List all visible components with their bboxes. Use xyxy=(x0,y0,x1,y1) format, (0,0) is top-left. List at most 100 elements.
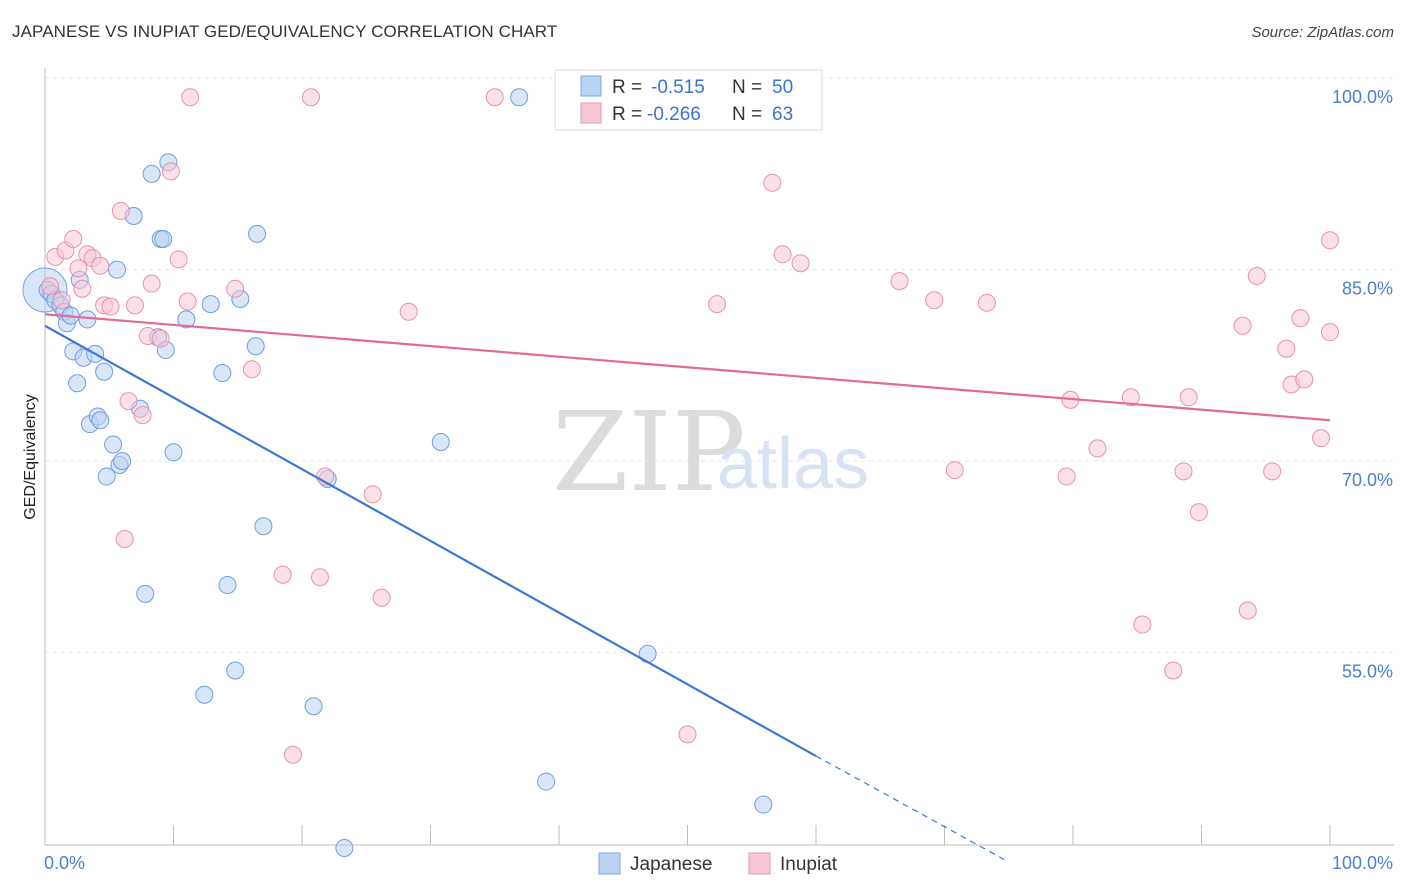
point-japanese xyxy=(142,164,161,183)
point-inupiat xyxy=(1295,370,1314,389)
watermark-atlas: atlas xyxy=(717,424,869,504)
point-inupiat xyxy=(763,173,782,192)
y-axis-label: GED/Equivalency xyxy=(22,394,39,519)
point-inupiat xyxy=(64,229,83,248)
trend-line-extension-japanese xyxy=(815,755,1010,863)
point-japanese xyxy=(213,364,232,383)
stats-n-label-japanese: N = xyxy=(732,77,762,98)
point-inupiat xyxy=(41,277,60,296)
point-japanese xyxy=(246,337,265,356)
x-tick-label-min: 0.0% xyxy=(44,853,85,873)
point-japanese xyxy=(91,411,110,430)
point-inupiat xyxy=(1179,388,1198,407)
point-japanese xyxy=(113,452,132,471)
stats-swatch-japanese-border xyxy=(580,75,602,97)
point-inupiat xyxy=(1247,267,1266,286)
watermark-zip: ZIP xyxy=(552,388,746,516)
point-inupiat xyxy=(977,293,996,312)
y-tick-label: 100.0% xyxy=(1332,87,1393,107)
trend-line-japanese xyxy=(44,324,817,757)
watermark: ZIP atlas xyxy=(552,388,869,516)
stats-n-label-inupiat: N = xyxy=(732,104,762,125)
data-points xyxy=(22,88,1339,857)
point-japanese xyxy=(201,295,220,314)
point-inupiat xyxy=(73,279,92,298)
point-inupiat xyxy=(119,392,138,411)
point-inupiat xyxy=(301,88,320,107)
x-ticks xyxy=(44,825,1331,845)
point-inupiat xyxy=(1277,339,1296,358)
point-inupiat xyxy=(678,725,697,744)
point-inupiat xyxy=(1174,462,1193,481)
point-japanese xyxy=(335,838,354,857)
point-inupiat xyxy=(181,88,200,107)
point-japanese xyxy=(304,697,323,716)
point-japanese xyxy=(97,467,116,486)
point-inupiat xyxy=(485,88,504,107)
legend-swatch-japanese xyxy=(599,853,620,874)
legend-swatch-inupiat xyxy=(749,853,770,874)
y-tick-label: 70.0% xyxy=(1342,470,1393,490)
point-japanese xyxy=(107,260,126,279)
point-japanese xyxy=(537,772,556,791)
stats-r-label-inupiat: R = xyxy=(612,104,642,125)
point-japanese xyxy=(104,435,123,454)
point-inupiat xyxy=(273,565,292,584)
point-inupiat xyxy=(178,292,197,311)
stats-n-value-japanese: 50 xyxy=(772,77,793,98)
point-inupiat xyxy=(242,360,261,379)
point-inupiat xyxy=(372,588,391,607)
point-inupiat xyxy=(142,274,161,293)
point-inupiat xyxy=(1057,467,1076,486)
point-inupiat xyxy=(399,302,418,321)
stats-swatch-japanese xyxy=(581,76,601,96)
point-inupiat xyxy=(1263,462,1282,481)
chart-title: JAPANESE VS INUPIAT GED/EQUIVALENCY CORR… xyxy=(12,22,558,41)
point-inupiat xyxy=(773,245,792,264)
point-inupiat xyxy=(52,291,71,310)
point-inupiat xyxy=(115,530,134,549)
point-japanese xyxy=(218,575,237,594)
point-inupiat xyxy=(125,296,144,315)
stats-swatch-inupiat-border xyxy=(580,102,602,124)
source-label: Source: ZipAtlas.com xyxy=(1251,24,1394,41)
point-inupiat xyxy=(133,406,152,425)
point-inupiat xyxy=(890,272,909,291)
trend-lines xyxy=(44,313,1331,863)
point-inupiat xyxy=(101,297,120,316)
legend: Japanese Inupiat xyxy=(598,852,838,875)
legend-label-inupiat: Inupiat xyxy=(780,854,838,875)
point-inupiat xyxy=(363,485,382,504)
point-japanese xyxy=(95,362,114,381)
point-japanese xyxy=(248,224,267,243)
point-inupiat xyxy=(169,250,188,269)
point-inupiat xyxy=(1088,439,1107,458)
point-japanese xyxy=(226,661,245,680)
point-inupiat xyxy=(925,291,944,310)
trend-line-inupiat xyxy=(44,313,1331,422)
point-inupiat xyxy=(1121,388,1140,407)
y-tick-labels: 100.0% 85.0% 70.0% 55.0% xyxy=(1332,87,1393,682)
point-japanese xyxy=(136,584,155,603)
point-japanese xyxy=(154,229,173,248)
point-inupiat xyxy=(284,745,303,764)
axes xyxy=(44,68,1394,846)
stats-r-label-japanese: R = xyxy=(612,77,642,98)
point-inupiat xyxy=(1312,429,1331,448)
point-inupiat xyxy=(1291,309,1310,328)
point-inupiat xyxy=(1321,323,1339,342)
point-inupiat xyxy=(1189,503,1208,522)
point-japanese xyxy=(68,374,87,393)
point-japanese xyxy=(431,432,450,451)
point-inupiat xyxy=(111,201,130,220)
point-inupiat xyxy=(1164,661,1183,680)
point-inupiat xyxy=(1133,615,1152,634)
point-japanese xyxy=(78,310,97,329)
point-inupiat xyxy=(1233,316,1252,335)
x-tick-label-max: 100.0% xyxy=(1332,853,1393,873)
point-inupiat xyxy=(151,329,170,348)
point-japanese xyxy=(754,795,773,814)
stats-n-value-inupiat: 63 xyxy=(772,104,793,125)
y-tick-label: 85.0% xyxy=(1342,279,1393,299)
